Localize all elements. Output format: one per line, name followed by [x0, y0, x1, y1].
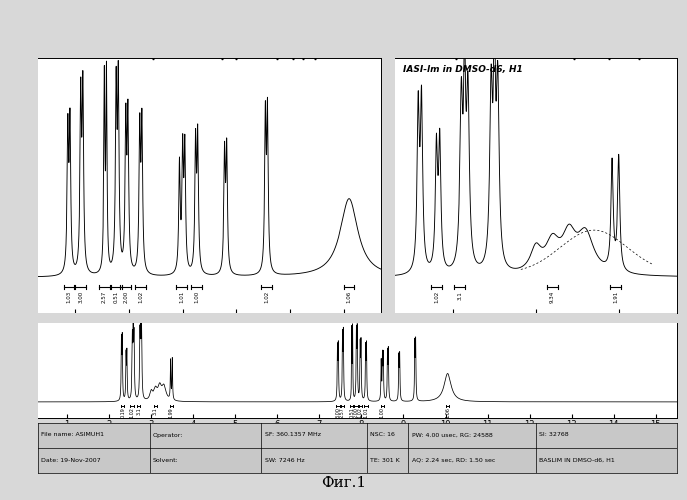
Text: 0.51: 0.51: [113, 291, 119, 303]
Text: SF: 360.1357 MHz: SF: 360.1357 MHz: [264, 432, 321, 438]
Text: 1.01: 1.01: [179, 291, 184, 303]
Text: 8.630: 8.630: [220, 40, 225, 58]
Text: 3.00: 3.00: [335, 407, 340, 418]
Text: Operator:: Operator:: [153, 432, 183, 438]
Text: 9.34: 9.34: [550, 291, 555, 303]
Text: 8.50: 8.50: [234, 44, 239, 58]
Text: 2.00: 2.00: [123, 291, 128, 303]
Text: 1.02: 1.02: [264, 291, 269, 303]
Text: 3.1: 3.1: [136, 407, 141, 415]
Text: 2.00: 2.00: [354, 407, 359, 418]
Text: 8.12: 8.12: [275, 44, 280, 58]
Text: 2.77: 2.77: [572, 44, 576, 58]
Text: 2.56: 2.56: [606, 44, 611, 58]
Text: Date: 19-Nov-2007: Date: 19-Nov-2007: [41, 458, 100, 462]
Text: SI: 32768: SI: 32768: [539, 432, 569, 438]
Text: IASI-lm in DMSO-d6, H1: IASI-lm in DMSO-d6, H1: [403, 65, 523, 74]
Text: 0.19: 0.19: [120, 407, 125, 418]
Text: 1.00: 1.00: [194, 291, 199, 303]
Text: 1.06: 1.06: [346, 291, 352, 303]
Text: 1.99: 1.99: [169, 407, 174, 418]
Text: 1.02: 1.02: [434, 291, 439, 303]
Text: 1.02: 1.02: [358, 407, 363, 418]
Text: File name: ASIMUH1: File name: ASIMUH1: [41, 432, 104, 438]
Text: 1.02: 1.02: [129, 407, 135, 418]
Text: TE: 301 K: TE: 301 K: [370, 458, 400, 462]
Text: Solvent:: Solvent:: [153, 458, 179, 462]
Text: 7.77: 7.77: [312, 44, 317, 58]
Text: AQ: 2.24 sec, RD: 1.50 sec: AQ: 2.24 sec, RD: 1.50 sec: [412, 458, 495, 462]
Text: 2.57: 2.57: [340, 407, 345, 418]
Text: 3.00: 3.00: [78, 291, 83, 303]
Text: 1.00: 1.00: [380, 407, 385, 418]
Text: 3.1: 3.1: [457, 291, 462, 300]
Text: 1.91: 1.91: [613, 291, 618, 303]
Text: 9.280: 9.280: [150, 40, 155, 58]
Text: NSC: 16: NSC: 16: [370, 432, 395, 438]
Text: 7.97: 7.97: [291, 44, 296, 58]
Text: 3.1: 3.1: [153, 407, 158, 415]
Text: 3.48: 3.48: [454, 44, 459, 58]
Text: SW: 7246 Hz: SW: 7246 Hz: [264, 458, 304, 462]
Text: 2.38: 2.38: [636, 44, 641, 58]
Text: BASLIM IN DMSO-d6, H1: BASLIM IN DMSO-d6, H1: [539, 458, 615, 462]
Text: 1.02: 1.02: [138, 291, 144, 303]
Text: 7.88: 7.88: [300, 44, 306, 58]
Text: 0.51: 0.51: [349, 407, 354, 418]
Text: 1.01: 1.01: [363, 407, 368, 418]
Text: 1.03: 1.03: [67, 291, 71, 303]
Text: 2.57: 2.57: [102, 291, 107, 303]
Text: Фиг.1: Фиг.1: [321, 476, 366, 490]
Text: PW: 4.00 usec, RG: 24588: PW: 4.00 usec, RG: 24588: [412, 432, 493, 438]
Text: 1.06: 1.06: [445, 407, 450, 418]
